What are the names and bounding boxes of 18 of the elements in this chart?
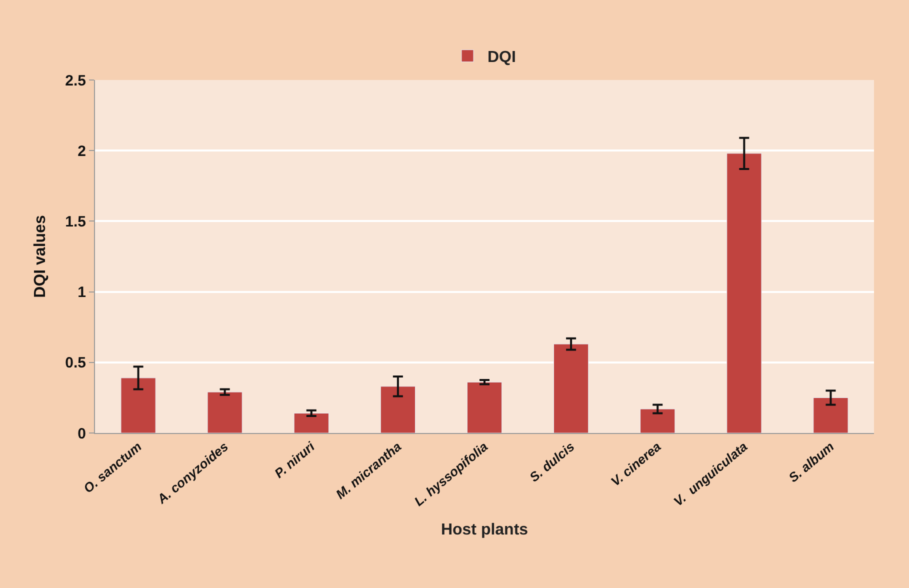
x-axis-title: Host plants: [440, 522, 528, 539]
bar: [380, 386, 416, 433]
y-tick-label: 0.5: [65, 354, 86, 372]
bar: [294, 412, 329, 433]
legend-label: DQI: [488, 49, 516, 66]
y-tick-label: 2: [78, 142, 86, 160]
bar: [466, 382, 502, 433]
bar: [120, 378, 156, 433]
y-axis-title: DQI values: [32, 215, 50, 298]
y-tick-label: 1.5: [65, 213, 86, 230]
y-tick-label: 0: [78, 425, 86, 442]
bar: [726, 153, 762, 433]
y-tick-label: 1: [78, 284, 86, 302]
bar: [553, 344, 589, 433]
bar: [640, 408, 676, 433]
bar: [813, 397, 848, 433]
y-tick-label: 2.5: [65, 72, 86, 90]
bar: [207, 392, 242, 433]
